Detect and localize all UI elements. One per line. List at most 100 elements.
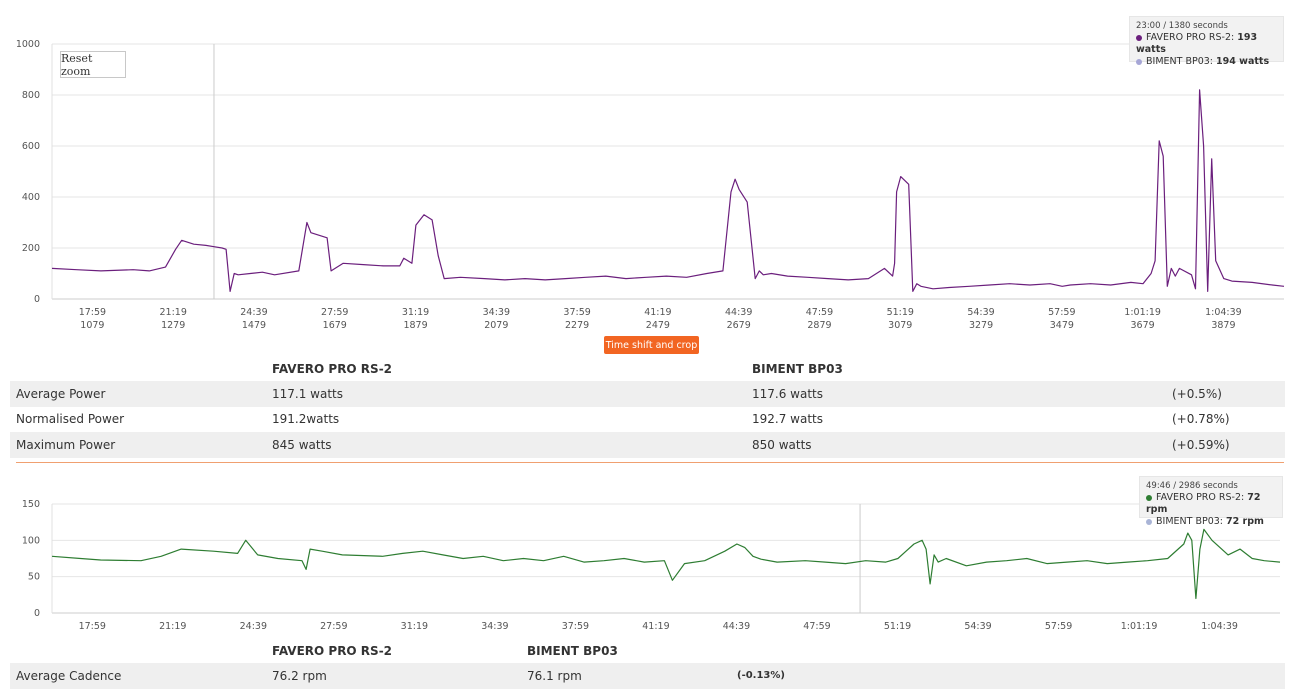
x-tick-label-seconds: 3679 (1131, 320, 1155, 331)
biment-value: 850 watts (746, 432, 1166, 458)
tooltip-value: 193 watts (1136, 32, 1258, 55)
tooltip-series-name: FAVERO PRO RS-2 (1146, 32, 1232, 43)
x-tick-label-seconds: 2479 (646, 320, 670, 331)
series-line (51, 528, 1281, 600)
power-stats-table: FAVERO PRO RS-2 BIMENT BP03 Average Powe… (10, 357, 1285, 458)
x-tick-label-time: 1:01:19 (1124, 307, 1161, 318)
x-tick-label-seconds: 2679 (727, 320, 751, 331)
diff-value: (+0.78%) (1172, 412, 1230, 427)
y-tick-label: 1000 (16, 39, 40, 50)
table-header-cell: BIMENT BP03 (527, 644, 618, 658)
x-tick-label-seconds: 2879 (807, 320, 831, 331)
series-dot-icon (1136, 58, 1142, 65)
row-label: Average Power (10, 381, 266, 407)
table-row: Normalised Power 191.2watts 192.7 watts … (10, 407, 1285, 433)
x-tick-label-time: 1:01:19 (1121, 621, 1158, 632)
y-tick-label: 600 (22, 141, 40, 152)
series-dot-icon (1146, 494, 1152, 501)
row-label: Maximum Power (10, 432, 266, 458)
table-header-cell: FAVERO PRO RS-2 (272, 362, 393, 376)
power-tooltip: 23:00 / 1380 seconds FAVERO PRO RS-2: 19… (1129, 16, 1284, 67)
tooltip-series-name: BIMENT BP03 (1146, 56, 1210, 67)
biment-value: 76.1 rpm (521, 663, 731, 689)
x-tick-label-time: 57:59 (1048, 307, 1075, 318)
table-header-cell (1166, 357, 1285, 381)
biment-value: 192.7 watts (752, 412, 823, 427)
x-tick-label-seconds: 3079 (888, 320, 912, 331)
y-tick-label: 800 (22, 90, 40, 101)
table-header-cell: FAVERO PRO RS-2 (272, 644, 393, 658)
x-tick-label-time: 24:39 (240, 307, 267, 318)
favero-value: 845 watts (266, 432, 746, 458)
table-header-cell: BIMENT BP03 (752, 362, 843, 376)
y-tick-label: 0 (34, 294, 40, 305)
row-label: Normalised Power (16, 412, 125, 427)
x-tick-label-time: 1:04:39 (1205, 307, 1242, 318)
tooltip-value: 72 rpm (1146, 492, 1261, 515)
x-tick-label-time: 27:59 (320, 621, 347, 632)
y-tick-label: 400 (22, 192, 40, 203)
x-tick-label-time: 51:19 (887, 307, 914, 318)
x-tick-label-time: 44:39 (725, 307, 752, 318)
x-tick-label-time: 57:59 (1045, 621, 1072, 632)
x-tick-label-time: 27:59 (321, 307, 348, 318)
x-tick-label-time: 17:59 (79, 621, 106, 632)
table-header-cell (10, 357, 266, 381)
x-tick-label-time: 21:19 (159, 621, 186, 632)
diff-value: (+0.5%) (1166, 381, 1285, 407)
y-tick-label: 100 (22, 535, 40, 546)
x-tick-label-seconds: 1679 (323, 320, 347, 331)
x-tick-label-time: 37:59 (563, 307, 590, 318)
reset-zoom-button[interactable]: Reset zoom (60, 51, 126, 78)
table-row: Maximum Power 845 watts 850 watts (+0.59… (10, 432, 1285, 458)
x-tick-label-seconds: 1879 (403, 320, 427, 331)
x-tick-label-time: 21:19 (159, 307, 186, 318)
x-tick-label-time: 34:39 (481, 621, 508, 632)
series-dot-icon (1146, 518, 1152, 525)
x-tick-label-seconds: 3879 (1211, 320, 1235, 331)
y-tick-label: 150 (22, 499, 40, 510)
table-row: Average Cadence 76.2 rpm 76.1 rpm (-0.13… (10, 663, 1285, 689)
tooltip-time: 49:46 / 2986 seconds (1146, 481, 1238, 491)
tooltip-value: 72 rpm (1226, 516, 1264, 527)
x-tick-label-seconds: 2079 (484, 320, 508, 331)
favero-value: 117.1 watts (266, 381, 746, 407)
y-tick-label: 200 (22, 243, 40, 254)
x-tick-label-time: 47:59 (803, 621, 830, 632)
y-tick-label: 0 (34, 608, 40, 619)
table-header-row: FAVERO PRO RS-2 BIMENT BP03 (10, 639, 1285, 663)
x-tick-label-time: 54:39 (967, 307, 994, 318)
tooltip-row: FAVERO PRO RS-2: 72 rpm (1146, 492, 1261, 515)
tooltip-series-name: BIMENT BP03 (1156, 516, 1220, 527)
tooltip-series-name: FAVERO PRO RS-2 (1156, 492, 1242, 503)
cadence-tooltip: 49:46 / 2986 seconds FAVERO PRO RS-2: 72… (1139, 476, 1283, 527)
tooltip-row: BIMENT BP03: 194 watts (1136, 56, 1277, 68)
x-tick-label-time: 44:39 (723, 621, 750, 632)
favero-value: 191.2watts (272, 412, 340, 427)
x-tick-label-seconds: 1479 (242, 320, 266, 331)
series-dot-icon (1136, 34, 1142, 41)
time-shift-crop-button[interactable]: Time shift and crop (604, 336, 699, 354)
x-tick-label-time: 17:59 (79, 307, 106, 318)
x-tick-label-seconds: 3479 (1050, 320, 1074, 331)
x-tick-label-time: 31:19 (402, 307, 429, 318)
tooltip-row: FAVERO PRO RS-2: 193 watts (1136, 32, 1258, 55)
table-header-row: FAVERO PRO RS-2 BIMENT BP03 (10, 357, 1285, 381)
power-chart: 0 200 400 600 800 1000 17:59 1079 21:19 1279 24:39… (16, 39, 1285, 331)
x-tick-label-seconds: 2279 (565, 320, 589, 331)
diff-value: (-0.13%) (731, 663, 1285, 689)
x-tick-label-time: 1:04:39 (1201, 621, 1238, 632)
cadence-stats-table: FAVERO PRO RS-2 BIMENT BP03 Average Cade… (10, 639, 1285, 689)
row-label: Average Cadence (10, 663, 266, 689)
table-row: Average Power 117.1 watts 117.6 watts (+… (10, 381, 1285, 407)
tooltip-value: 194 watts (1216, 56, 1270, 67)
x-tick-label-seconds: 3279 (969, 320, 993, 331)
x-tick-label-time: 31:19 (401, 621, 428, 632)
x-tick-label-time: 51:19 (884, 621, 911, 632)
x-tick-label-time: 41:19 (642, 621, 669, 632)
x-tick-label-time: 24:39 (240, 621, 267, 632)
table-header-cell (10, 639, 266, 663)
favero-value: 76.2 rpm (266, 663, 521, 689)
x-tick-label-time: 37:59 (562, 621, 589, 632)
table-header-cell (731, 639, 1285, 663)
